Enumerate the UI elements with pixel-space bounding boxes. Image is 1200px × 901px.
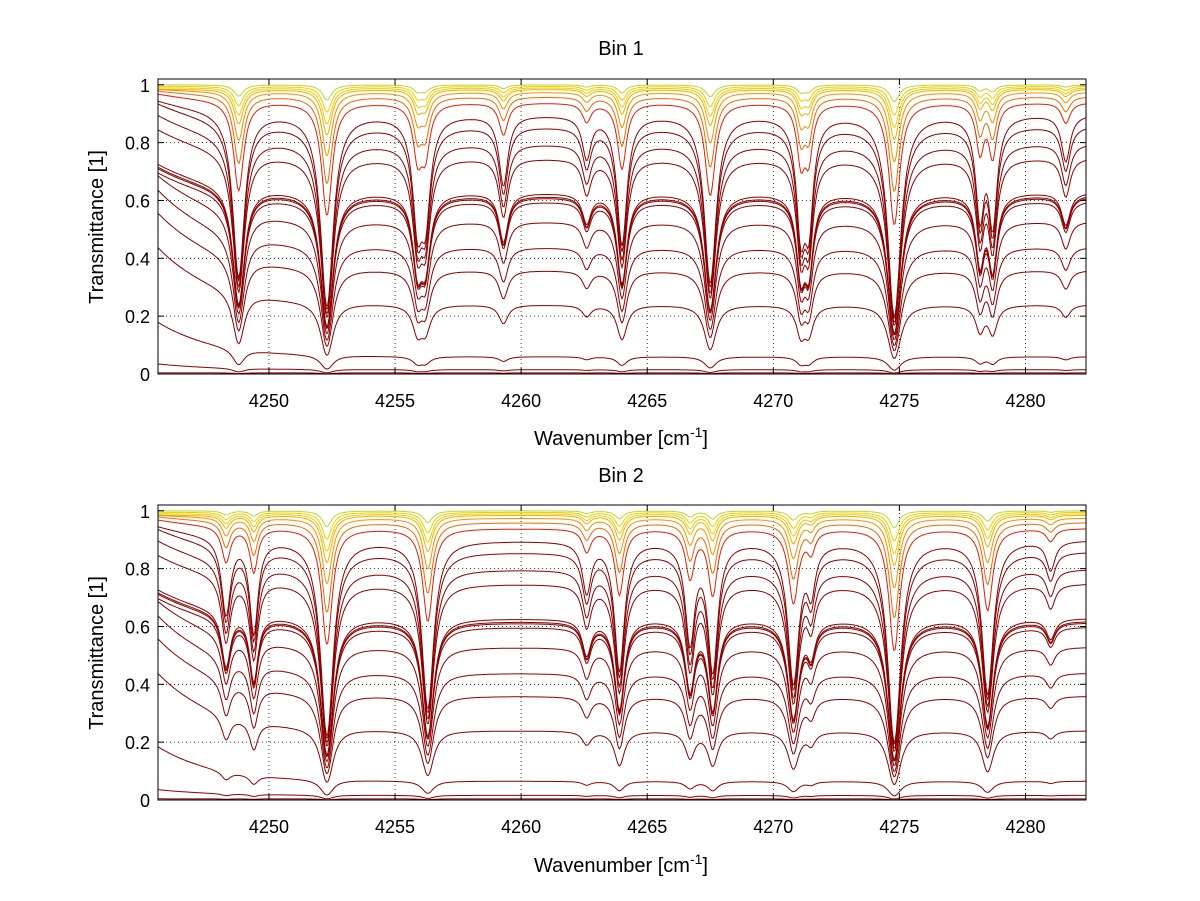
x-tick-label: 4250 — [249, 391, 289, 411]
plot-area — [158, 79, 1086, 374]
x-axis-label: Wavenumber [cm-1] — [534, 851, 708, 877]
axes-box — [157, 504, 1087, 801]
series-line — [157, 789, 1086, 800]
series-line — [157, 321, 1087, 371]
y-axis-label: Transmittance [1] — [86, 576, 108, 730]
series-line — [157, 555, 1086, 752]
x-tick-label: 4275 — [879, 391, 919, 411]
y-tick-label: 0.2 — [125, 307, 150, 327]
x-axis-label-superscript: -1 — [690, 851, 703, 867]
series-line — [158, 514, 1086, 566]
panel-bin-1: Bin 1 4250 4255 4260 4265 4270 4275 4280 00.20… — [86, 38, 1087, 450]
series-line — [158, 84, 1086, 103]
x-tick-label: 4260 — [501, 391, 541, 411]
x-tick-label: 4255 — [375, 817, 415, 837]
y-tick-label: 0.6 — [125, 617, 150, 637]
series-line — [157, 100, 1087, 317]
series-line — [157, 103, 1087, 319]
series-line — [157, 212, 1087, 352]
x-tick-label: 4280 — [1005, 391, 1045, 411]
x-tick-label: 4265 — [627, 391, 667, 411]
x-axis-label-end: ] — [702, 428, 708, 450]
x-axis-label-end: ] — [702, 855, 708, 877]
series-line — [157, 247, 1087, 359]
series-line — [158, 87, 1087, 128]
series-group — [157, 84, 1087, 375]
panel-bin-2: Bin 2 4250 4255 4260 4265 4270 4275 4280 00.20… — [86, 465, 1087, 877]
series-line — [157, 89, 1087, 163]
series-line — [158, 513, 1086, 554]
series-line — [157, 529, 1087, 745]
x-tick-label: 4275 — [879, 817, 919, 837]
x-axis-ticks: 4250 4255 4260 4265 4270 4275 4280 — [249, 505, 1046, 837]
series-line — [157, 638, 1087, 778]
y-tick-label: 0 — [140, 365, 150, 385]
series-line — [158, 798, 1086, 801]
series-line — [157, 598, 1087, 762]
y-tick-label: 0.8 — [125, 560, 150, 580]
y-tick-label: 1 — [140, 76, 150, 96]
series-line — [157, 363, 1086, 374]
y-tick-label: 0.4 — [125, 249, 150, 269]
y-tick-label: 0.8 — [125, 134, 150, 154]
x-tick-label: 4265 — [627, 817, 667, 837]
series-line — [157, 175, 1087, 341]
y-axis-ticks: 0 0.2 0.4 0.6 0.8 1 — [125, 502, 1086, 811]
x-tick-label: 4255 — [375, 391, 415, 411]
series-line — [157, 673, 1086, 785]
axes-box — [157, 78, 1087, 375]
chart-title: Bin 2 — [598, 465, 644, 487]
y-tick-label: 0 — [140, 791, 150, 811]
x-tick-label: 4280 — [1005, 817, 1045, 837]
series-line — [157, 168, 1087, 335]
y-tick-label: 0.4 — [125, 675, 150, 695]
y-axis-label: Transmittance [1] — [86, 150, 108, 304]
x-tick-label: 4270 — [753, 391, 793, 411]
series-line — [158, 85, 1086, 116]
series-line — [158, 510, 1086, 529]
x-tick-label: 4250 — [249, 817, 289, 837]
series-line — [157, 514, 1086, 589]
series-line — [157, 93, 1087, 226]
y-tick-label: 0.6 — [125, 191, 150, 211]
x-axis-label-main: Wavenumber [cm — [534, 855, 690, 877]
series-line — [157, 519, 1087, 652]
x-tick-label: 4260 — [501, 817, 541, 837]
series-group — [157, 510, 1087, 801]
series-line — [157, 615, 1086, 772]
y-tick-label: 1 — [140, 502, 150, 522]
x-tick-label: 4270 — [753, 817, 793, 837]
series-line — [157, 90, 1087, 192]
x-axis-label: Wavenumber [cm-1] — [534, 424, 708, 450]
series-line — [158, 372, 1086, 375]
series-line — [157, 172, 1087, 336]
y-axis-ticks: 0 0.2 0.4 0.6 0.8 1 — [125, 76, 1086, 385]
series-line — [157, 129, 1087, 326]
series-line — [157, 540, 1087, 749]
series-line — [158, 511, 1086, 542]
y-tick-label: 0.2 — [125, 733, 150, 753]
chart-title: Bin 1 — [598, 38, 644, 60]
x-axis-ticks: 4250 4255 4260 4265 4270 4275 4280 — [249, 79, 1046, 411]
series-line — [157, 115, 1087, 323]
series-line — [157, 746, 1086, 797]
x-axis-label-main: Wavenumber [cm — [534, 428, 690, 450]
series-line — [157, 601, 1087, 767]
series-line — [157, 516, 1086, 618]
series-line — [157, 189, 1087, 347]
x-axis-label-superscript: -1 — [690, 424, 703, 440]
series-line — [158, 88, 1087, 140]
